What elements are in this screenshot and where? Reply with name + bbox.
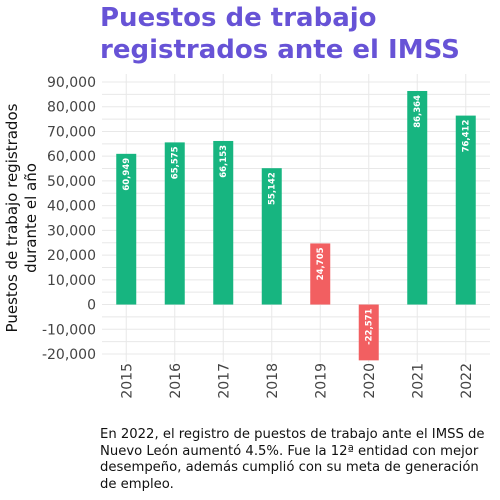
chart-title-line1: Puestos de trabajo [100, 3, 377, 33]
y-axis-ticks: 90,000 80,000 70,000 60,000 50,000 40,000 30,0… [42, 75, 96, 363]
data-label-2019: 24,705 [316, 247, 326, 280]
data-label-2018: 55,142 [268, 172, 278, 205]
data-label-2020: -22,571 [365, 308, 375, 344]
x-tick-label-2020: 2020 [362, 363, 378, 399]
chart-title: Puestos de trabajo registrados ante el I… [100, 2, 495, 66]
data-label-2016: 65,575 [171, 146, 181, 179]
y-tick-label: 80,000 [47, 100, 96, 116]
x-tick-label-2019: 2019 [313, 363, 329, 399]
bar-2015 [116, 153, 137, 305]
bar-2021 [407, 90, 428, 305]
bar-2018 [261, 168, 282, 305]
x-tick-label-2017: 2017 [216, 363, 232, 399]
y-axis-label-line: Puestos de trabajo registrados [3, 103, 21, 332]
x-tick-label-2022: 2022 [459, 363, 475, 399]
y-tick-label: 70,000 [47, 124, 96, 140]
y-tick-label: 30,000 [47, 223, 96, 239]
data-label-2021: 86,364 [413, 95, 423, 128]
data-label-2015: 60,949 [122, 158, 132, 191]
x-axis-ticks: 2015 2016 2017 2018 2019 2020 2021 2022 [119, 363, 475, 399]
y-tick-label: -10,000 [42, 322, 96, 338]
x-tick-label-2018: 2018 [265, 363, 281, 399]
y-tick-label: 0 [87, 298, 96, 314]
y-tick-label: -20,000 [42, 347, 96, 363]
chart-title-line2: registrados ante el IMSS [100, 35, 460, 65]
bar-2017 [213, 140, 234, 305]
bar-2020 [358, 304, 379, 361]
y-tick-label: 10,000 [47, 273, 96, 289]
bar-2016 [164, 142, 185, 305]
data-label-2022: 76,412 [462, 120, 472, 153]
x-tick-label-2016: 2016 [168, 363, 184, 399]
x-tick-label-2015: 2015 [119, 363, 135, 399]
bar-chart: Puestos de trabajo registrados durante el… [3, 74, 490, 399]
bar-2022 [455, 115, 476, 305]
chart-caption: En 2022, el registro de puestos de traba… [100, 427, 485, 492]
y-axis-label: Puestos de trabajo registrados durante el… [3, 103, 40, 332]
bars [116, 90, 476, 361]
x-tick-label-2021: 2021 [410, 363, 426, 399]
y-tick-label: 20,000 [47, 248, 96, 264]
y-axis-label-line: durante el año [22, 163, 40, 273]
data-labels: 60,949 65,575 66,153 55,142 24,705 -22,571 86,… [122, 95, 472, 345]
y-tick-label: 50,000 [47, 174, 96, 190]
gridlines [102, 74, 490, 362]
y-tick-label: 40,000 [47, 199, 96, 215]
y-tick-label: 90,000 [47, 75, 96, 91]
data-label-2017: 66,153 [219, 145, 229, 178]
bar-2019 [310, 243, 331, 305]
y-tick-label: 60,000 [47, 149, 96, 165]
